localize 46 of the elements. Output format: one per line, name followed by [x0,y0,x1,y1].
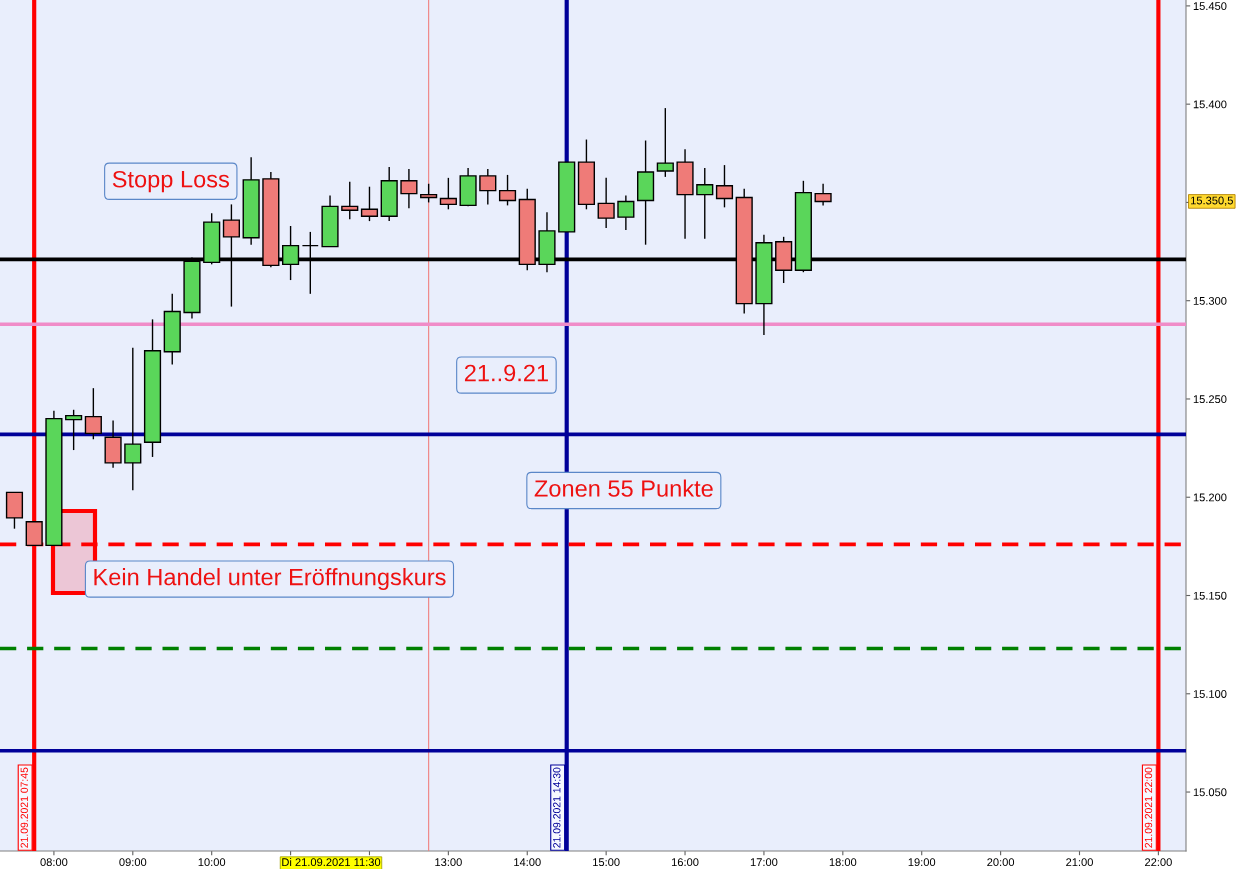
x-tick-label: 14:00 [514,858,541,867]
ref-line-label: 21.09.2021 14:30 [553,767,561,848]
candlestick [814,183,832,207]
ref-line-label: 21.09.2021 22:00 [1144,767,1153,848]
x-tick-label: 20:00 [987,858,1015,867]
annotation: Zonen 55 Punkte [534,479,713,497]
annotation: Kein Handel unter Eröffnungskurs [94,568,446,591]
ref-line-label: 21.09.2021 07:45 [20,767,28,848]
x-tick-label: 17:00 [750,858,778,867]
candlestick [84,387,102,440]
candlestick [65,409,83,451]
candlestick [360,186,379,222]
x-tick-label: 13:00 [435,858,462,867]
x-tick-label: 18:00 [829,858,857,867]
x-tick-label: 19:00 [908,858,936,867]
y-tick-label: 15.400 [1193,100,1227,109]
candlestick [617,194,635,231]
annotation: Stopp Loss [112,170,229,193]
candlestick [439,177,457,211]
candlestick [715,164,734,209]
annotation: 21..9.21 [464,364,548,382]
y-tick-label: 15.250 [1193,395,1227,404]
candlestick [656,107,674,178]
y-tick-label: 15.450 [1193,2,1227,11]
text: Di 21.09.2021 11:30 [282,857,381,867]
y-tick-label: 15.200 [1193,493,1227,502]
y-tick-label: 15.300 [1193,296,1227,305]
y-tick-label: 15.100 [1193,690,1227,698]
candlestick [696,167,714,240]
candlestick [400,168,418,210]
candlestick [597,177,615,229]
y-tick-label: 15.150 [1193,591,1227,600]
candlestick [498,174,517,207]
candlestick [124,347,142,492]
y-tick-label: 15.050 [1193,788,1227,797]
candlestick [341,181,359,220]
x-tick-label: 22:00 [1145,858,1172,867]
candlestick [479,168,497,206]
x-tick-label: 16:00 [671,858,699,867]
x-tick-label: 21:00 [1066,858,1093,867]
candlestick [25,521,43,547]
x-tick-label: 09:00 [119,858,147,867]
x-tick-label: 08:00 [40,858,68,867]
x-tick-label: 10:00 [198,858,226,867]
text: 15.350,5 [1191,196,1233,206]
x-tick-label: 15:00 [593,858,620,867]
